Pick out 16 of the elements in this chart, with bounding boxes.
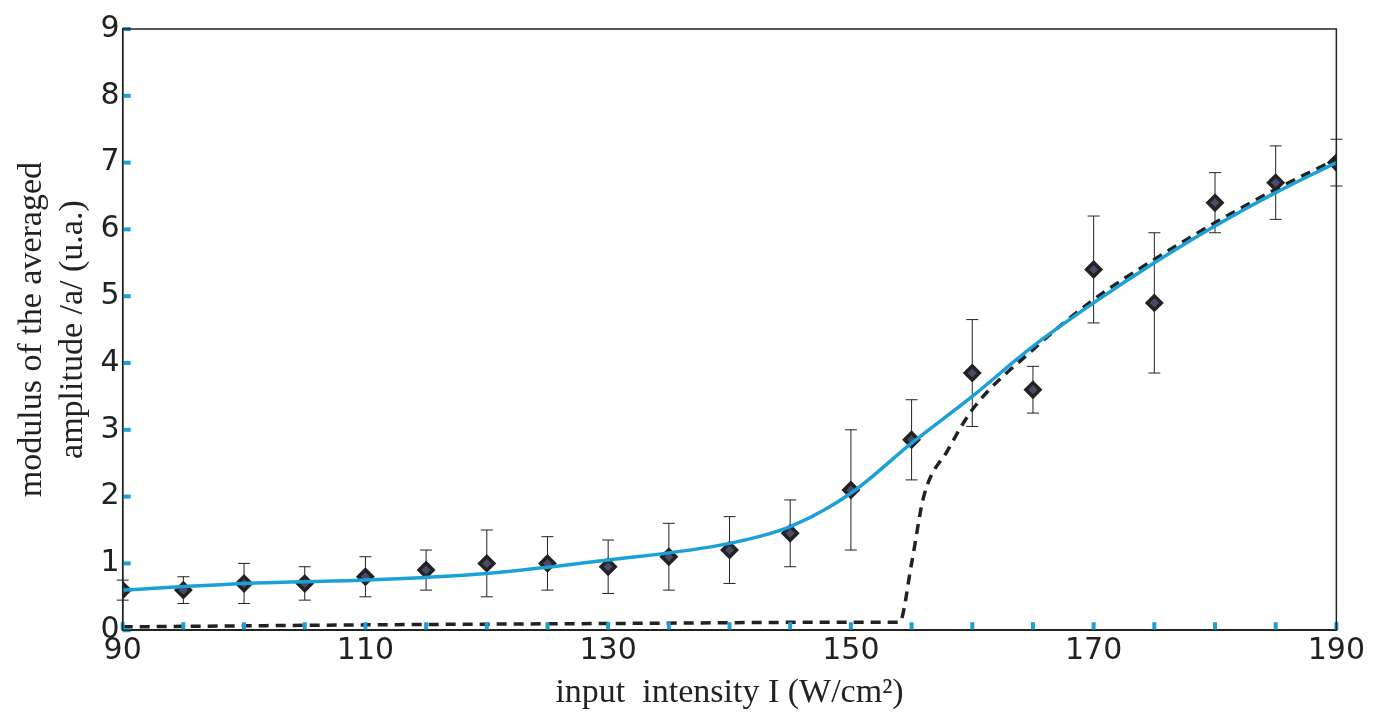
x-tick-label: 190 [1307,631,1365,666]
y-tick-label: 1 [100,543,120,579]
y-axis-title: modulus of the averaged amplitude /a/ (u.a.) [11,162,91,498]
y-tick-label: 8 [100,75,120,111]
y-tick-label: 7 [100,142,120,178]
y-tick-label: 6 [100,209,120,245]
x-tick-label: 170 [1065,631,1123,666]
x-tick-label: 130 [579,631,637,666]
x-tick-label: 110 [336,631,395,666]
y-tick-label: 5 [100,276,120,311]
y-tick-label: 9 [100,8,120,44]
y-tick-label: 2 [100,476,120,512]
y-tick-label: 4 [100,342,120,378]
y-tick-label: 3 [100,409,120,445]
x-axis-title: input intensity I (W/cm²) [555,671,904,710]
x-tick-label: 150 [822,631,880,666]
